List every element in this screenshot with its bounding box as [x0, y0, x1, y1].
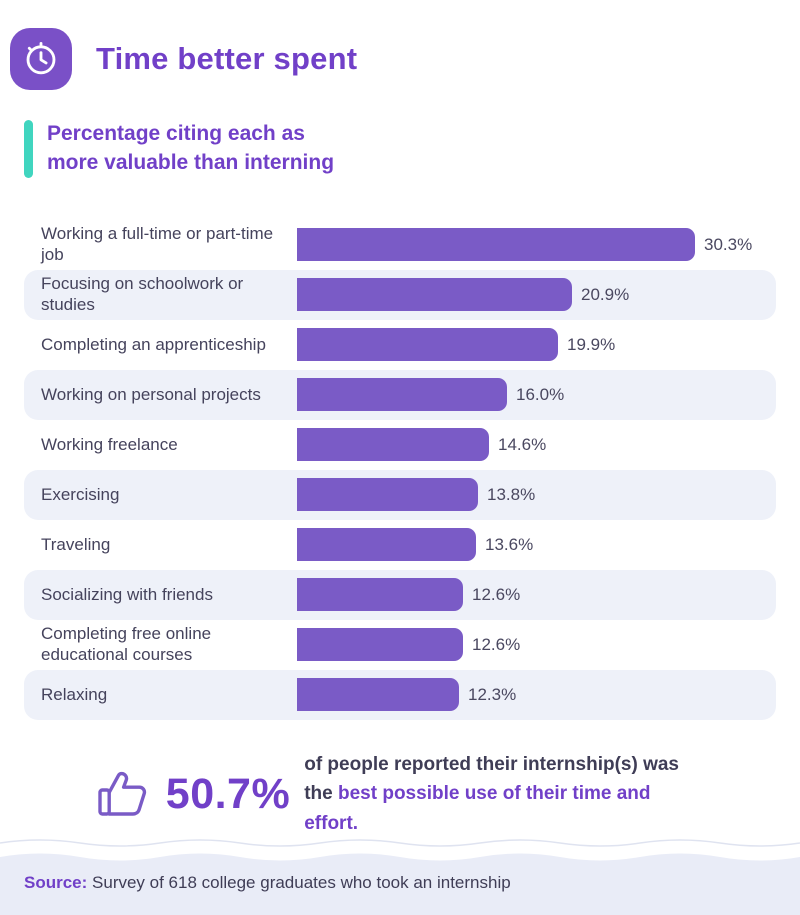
chart-row: Relaxing 12.3%	[24, 669, 776, 720]
category-label: Traveling	[41, 534, 111, 554]
source-note: Source: Survey of 618 college graduates …	[0, 867, 800, 915]
bar-area: 30.3%	[297, 220, 776, 270]
subtitle-line-1: Percentage citing each as	[47, 122, 305, 145]
bar	[297, 528, 476, 562]
category-label: Exercising	[41, 484, 120, 504]
category-label: Working a full-time or part-time job	[41, 224, 274, 264]
category-label: Completing an apprenticeship	[41, 334, 266, 354]
bar-area: 13.8%	[297, 470, 776, 520]
page-title: Time better spent	[96, 41, 358, 76]
bar-area: 19.9%	[297, 320, 776, 370]
chart-subtitle-text: Percentage citing each as more valuable …	[47, 120, 334, 178]
chart-row: Completing free online educational cours…	[24, 620, 776, 670]
bar	[297, 628, 463, 662]
category-label: Completing free online educational cours…	[41, 624, 212, 664]
subtitle-line-2: more valuable than interning	[47, 150, 335, 174]
bar	[297, 378, 507, 412]
source-label: Source:	[24, 873, 88, 892]
bar-chart: Working a full-time or part-time job 30.…	[24, 220, 776, 720]
callout: 50.7% of people reported their internshi…	[0, 750, 800, 838]
bar-area: 16.0%	[297, 370, 776, 420]
category-label: Socializing with friends	[41, 584, 213, 604]
value-label: 19.9%	[567, 334, 616, 354]
bar	[297, 328, 558, 362]
footer: Source: Survey of 618 college graduates …	[0, 833, 800, 915]
clock-badge	[10, 28, 72, 90]
category-label: Focusing on schoolwork or studies	[41, 274, 244, 314]
accent-bar	[24, 120, 33, 178]
clock-icon	[26, 42, 56, 75]
header: Time better spent	[0, 0, 800, 90]
bar-area: 12.6%	[297, 570, 776, 620]
callout-period: .	[352, 812, 359, 834]
source-text: Survey of 618 college graduates who took…	[87, 873, 511, 892]
value-label: 12.6%	[472, 584, 521, 604]
thumbs-up-icon	[98, 771, 146, 816]
bar	[297, 478, 478, 512]
value-label: 13.6%	[485, 534, 534, 554]
bar	[297, 578, 463, 612]
wave-divider	[0, 839, 800, 867]
callout-line-1: of people reported their internship(s) w…	[304, 753, 679, 775]
callout-line-2-prefix: the	[304, 783, 338, 805]
bar	[297, 278, 572, 312]
chart-row: Working a full-time or part-time job 30.…	[24, 220, 776, 270]
bar-area: 12.3%	[297, 670, 776, 720]
value-label: 12.6%	[472, 634, 521, 654]
chart-row: Traveling 13.6%	[24, 520, 776, 570]
value-label: 12.3%	[468, 684, 517, 704]
bar-area: 12.6%	[297, 620, 776, 670]
bar-area: 14.6%	[297, 420, 776, 470]
value-label: 20.9%	[581, 284, 630, 304]
category-label: Relaxing	[41, 684, 108, 704]
chart-row: Socializing with friends 12.6%	[24, 569, 776, 620]
bar	[297, 228, 695, 262]
chart-row: Exercising 13.8%	[24, 469, 776, 520]
bar-area: 20.9%	[297, 270, 776, 320]
chart-row: Working freelance 14.6%	[24, 420, 776, 470]
chart-row: Working on personal projects 16.0%	[24, 369, 776, 420]
chart-row: Focusing on schoolwork or studies 20.9%	[24, 269, 776, 320]
bar	[297, 678, 459, 712]
bar-area: 13.6%	[297, 520, 776, 570]
chart-subtitle: Percentage citing each as more valuable …	[24, 120, 800, 178]
chart-row: Completing an apprenticeship 19.9%	[24, 320, 776, 370]
category-label: Working on personal projects	[41, 384, 261, 404]
callout-highlight: best possible use of their time and effo…	[304, 783, 651, 834]
value-label: 13.8%	[487, 484, 536, 504]
bar	[297, 428, 489, 462]
callout-text: of people reported their internship(s) w…	[304, 750, 704, 838]
value-label: 30.3%	[704, 234, 753, 254]
value-label: 16.0%	[516, 384, 565, 404]
category-label: Working freelance	[41, 434, 178, 454]
value-label: 14.6%	[498, 434, 547, 454]
stat-value: 50.7%	[165, 769, 291, 818]
